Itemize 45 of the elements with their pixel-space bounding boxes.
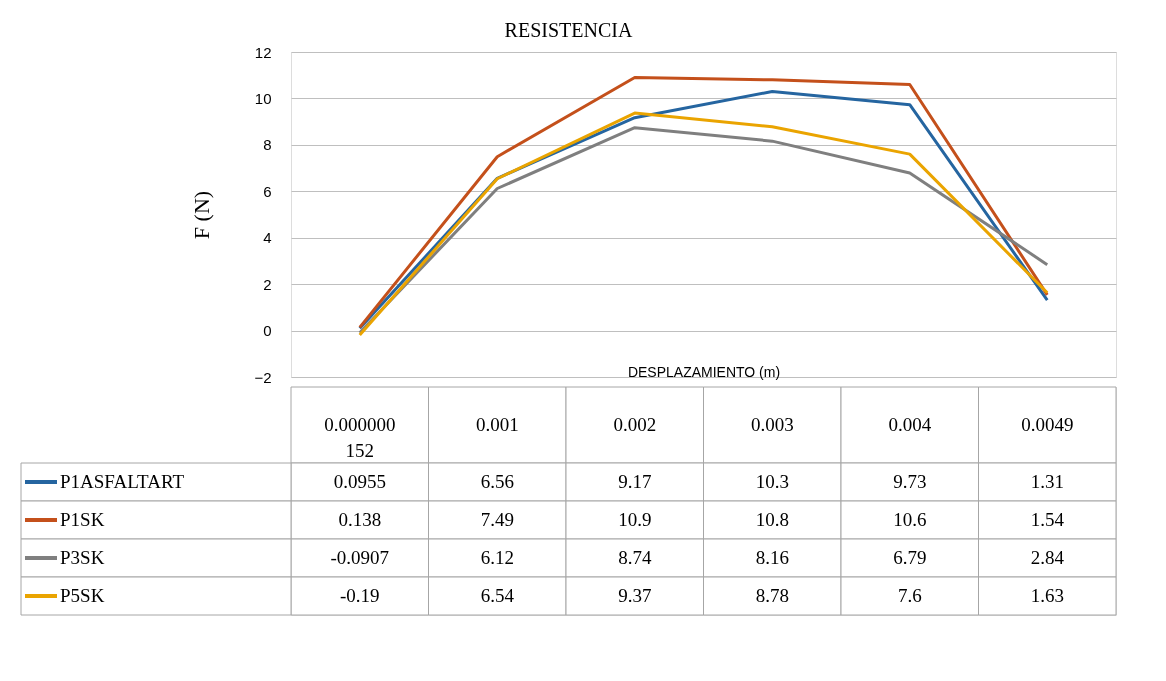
data-label: 8.74 (618, 547, 652, 568)
y-tick-label: −2 (254, 368, 272, 386)
data-label: 0.138 (338, 509, 382, 530)
x-tick-label: 0.001 (475, 414, 519, 435)
data-label: 6.12 (480, 547, 514, 568)
x-tick-label: 0.004 (888, 414, 932, 435)
data-label: 8.16 (755, 547, 789, 568)
data-label: 10.6 (893, 509, 927, 530)
data-label: 10.3 (755, 471, 789, 492)
data-label: -0.19 (339, 585, 380, 606)
y-tick-label: 10 (254, 89, 272, 107)
x-tick-label: 0.003 (750, 414, 794, 435)
data-label: 9.37 (618, 585, 652, 606)
y-tick-label: 12 (254, 43, 272, 61)
data-label: 9.17 (618, 471, 652, 492)
data-label: 8.78 (755, 585, 789, 606)
y-tick-label: 2 (263, 275, 272, 293)
data-label: 2.84 (1030, 547, 1065, 568)
data-label: 6.54 (480, 585, 515, 606)
y-tick-label: 4 (263, 229, 272, 247)
x-tick-label: 0.002 (613, 414, 657, 435)
data-label: 10.9 (618, 509, 652, 530)
data-label: 1.63 (1030, 585, 1064, 606)
chart-title: RESISTENCIA (504, 18, 633, 41)
data-label: 0.0955 (333, 471, 386, 492)
data-label: 7.6 (897, 585, 922, 606)
legend-label: P1SK (60, 509, 105, 530)
y-tick-label: 0 (263, 322, 272, 340)
data-label: 1.54 (1030, 509, 1065, 530)
data-label: 6.79 (893, 547, 927, 568)
data-label: 6.56 (480, 471, 514, 492)
data-label: -0.0907 (330, 547, 390, 568)
x-tick-label: 0.0049 (1021, 414, 1074, 435)
data-label: 9.73 (893, 471, 927, 492)
legend-label: P1ASFALTART (60, 471, 185, 492)
data-label: 7.49 (480, 509, 514, 530)
y-tick-label: 6 (263, 182, 272, 200)
legend-label: P3SK (60, 547, 105, 568)
x-axis-title: DESPLAZAMIENTO (m) (627, 363, 781, 380)
data-label: 1.31 (1030, 471, 1064, 492)
x-tick-label: 0.000000152 (324, 414, 396, 461)
legend-label: P5SK (60, 585, 105, 606)
y-axis-title: F (N) (189, 190, 215, 240)
y-tick-label: 8 (263, 136, 272, 154)
data-label: 10.8 (755, 509, 789, 530)
